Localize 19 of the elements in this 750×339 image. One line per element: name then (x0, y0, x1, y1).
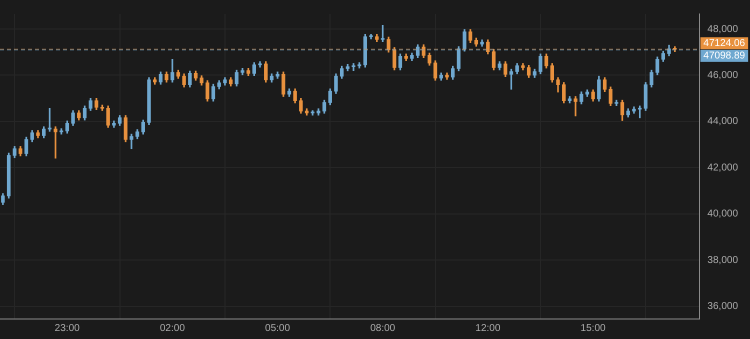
y-tick-label: 36,000 (707, 301, 738, 312)
y-tick-label: 40,000 (707, 208, 738, 220)
candlestick (54, 126, 58, 159)
x-tick-label: 12:00 (475, 322, 501, 334)
ref-line-label: 47124.06 (703, 38, 746, 50)
y-tick-label: 46,000 (707, 70, 738, 81)
ref-line-label: 47098.89 (703, 50, 746, 62)
x-tick-label: 23:00 (54, 322, 80, 334)
y-tick-label: 38,000 (707, 254, 738, 266)
x-tick-label: 08:00 (370, 322, 396, 334)
candlestick (352, 63, 356, 71)
y-tick-label: 48,000 (707, 24, 738, 35)
x-tick-label: 15:00 (580, 322, 606, 334)
y-tick-label: 42,000 (707, 162, 738, 174)
candlestick (369, 34, 373, 40)
x-tick-label: 02:00 (160, 322, 186, 334)
candlestick (574, 96, 578, 116)
y-tick-label: 44,000 (707, 116, 738, 128)
x-tick-label: 05:00 (265, 322, 290, 334)
